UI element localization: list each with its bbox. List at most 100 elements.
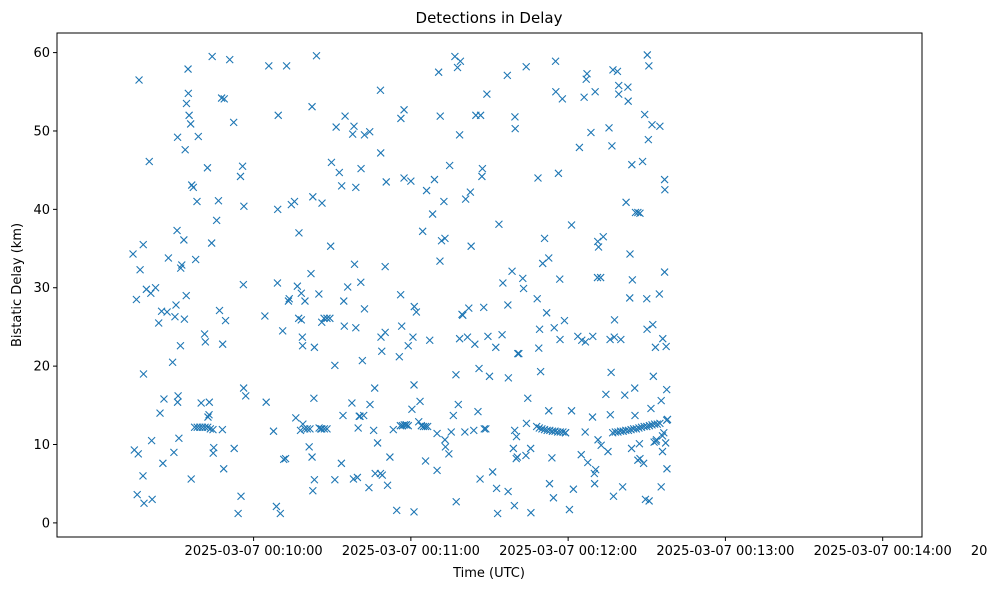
data-point: [389, 425, 398, 434]
data-point: [310, 475, 319, 484]
data-point: [298, 333, 307, 342]
data-point: [643, 51, 652, 59]
data-point: [358, 356, 367, 365]
data-point: [577, 450, 586, 459]
data-point: [514, 349, 523, 358]
data-point: [498, 330, 506, 339]
data-point: [581, 337, 590, 346]
data-point: [569, 485, 578, 494]
data-point: [317, 318, 326, 327]
data-point: [441, 442, 450, 451]
data-point: [273, 205, 282, 214]
data-point: [610, 315, 619, 324]
data-point: [163, 308, 171, 316]
data-point: [627, 160, 636, 169]
data-point: [590, 479, 599, 488]
data-point: [441, 435, 449, 444]
data-point: [535, 424, 544, 432]
data-point: [151, 283, 160, 292]
data-point: [478, 172, 486, 181]
data-point: [312, 51, 321, 60]
data-point: [410, 508, 418, 516]
data-point: [339, 411, 347, 420]
data-point: [132, 295, 141, 304]
data-point: [567, 406, 576, 415]
data-point: [154, 319, 163, 327]
y-tick-label: 30: [33, 281, 50, 296]
data-point: [651, 343, 660, 352]
data-point: [206, 424, 215, 433]
data-point: [237, 492, 245, 501]
data-point: [285, 294, 294, 303]
data-point: [406, 177, 415, 186]
data-point: [174, 434, 183, 443]
data-point: [661, 439, 670, 447]
data-point: [168, 358, 177, 367]
data-point: [239, 280, 248, 289]
data-point: [648, 320, 657, 329]
data-point: [219, 464, 228, 473]
data-point: [660, 268, 669, 276]
data-point: [425, 336, 434, 345]
data-point: [351, 323, 360, 332]
data-point: [303, 424, 312, 433]
data-point: [410, 381, 418, 389]
data-point: [551, 57, 560, 66]
data-point: [558, 94, 567, 103]
data-point: [645, 497, 654, 505]
data-point: [466, 188, 475, 197]
data-point: [182, 99, 191, 108]
data-point: [567, 221, 576, 229]
data-point: [452, 497, 461, 506]
data-point: [545, 479, 554, 488]
data-point: [381, 262, 390, 271]
data-point: [511, 124, 520, 133]
data-point: [655, 419, 664, 428]
data-point: [610, 333, 619, 342]
data-point: [652, 437, 660, 446]
data-point: [353, 473, 362, 482]
x-tick-label: 2025-03-07 00:12:00: [499, 544, 637, 559]
data-point: [492, 484, 501, 493]
y-tick-label: 20: [33, 360, 50, 375]
data-point: [410, 302, 419, 311]
data-point: [297, 315, 306, 324]
data-point: [549, 493, 558, 502]
data-point: [326, 242, 335, 251]
data-point: [463, 333, 472, 342]
data-point: [609, 65, 617, 74]
data-point: [620, 391, 629, 400]
data-point: [655, 290, 664, 298]
data-point: [628, 276, 637, 284]
data-point: [624, 97, 633, 106]
data-point: [458, 311, 467, 320]
x-tick-label: 2025-03-07 00:13:00: [656, 544, 794, 559]
data-point: [461, 195, 470, 204]
data-point: [269, 427, 278, 436]
data-point: [337, 181, 346, 190]
data-point: [614, 90, 623, 99]
data-point: [308, 486, 317, 495]
data-point: [173, 226, 181, 235]
data-point: [377, 347, 386, 356]
data-point: [404, 421, 413, 430]
data-point: [475, 364, 483, 373]
data-point: [197, 399, 206, 407]
data-point: [479, 303, 488, 312]
data-point: [648, 120, 656, 129]
data-point: [325, 314, 334, 323]
data-point: [203, 163, 212, 172]
data-point: [509, 444, 518, 453]
data-point: [327, 158, 336, 167]
data-point: [208, 52, 217, 61]
data-point: [177, 261, 186, 269]
data-point: [174, 392, 182, 400]
x-tick-label: 2025-03-07 00:11:00: [342, 544, 480, 559]
data-point: [370, 384, 379, 392]
data-point: [597, 441, 606, 450]
data-point: [659, 428, 668, 437]
data-point: [409, 333, 417, 342]
data-point: [580, 93, 589, 102]
y-axis-label: Bistatic Delay (km): [10, 223, 25, 347]
chart-title: Detections in Delay: [416, 9, 563, 27]
